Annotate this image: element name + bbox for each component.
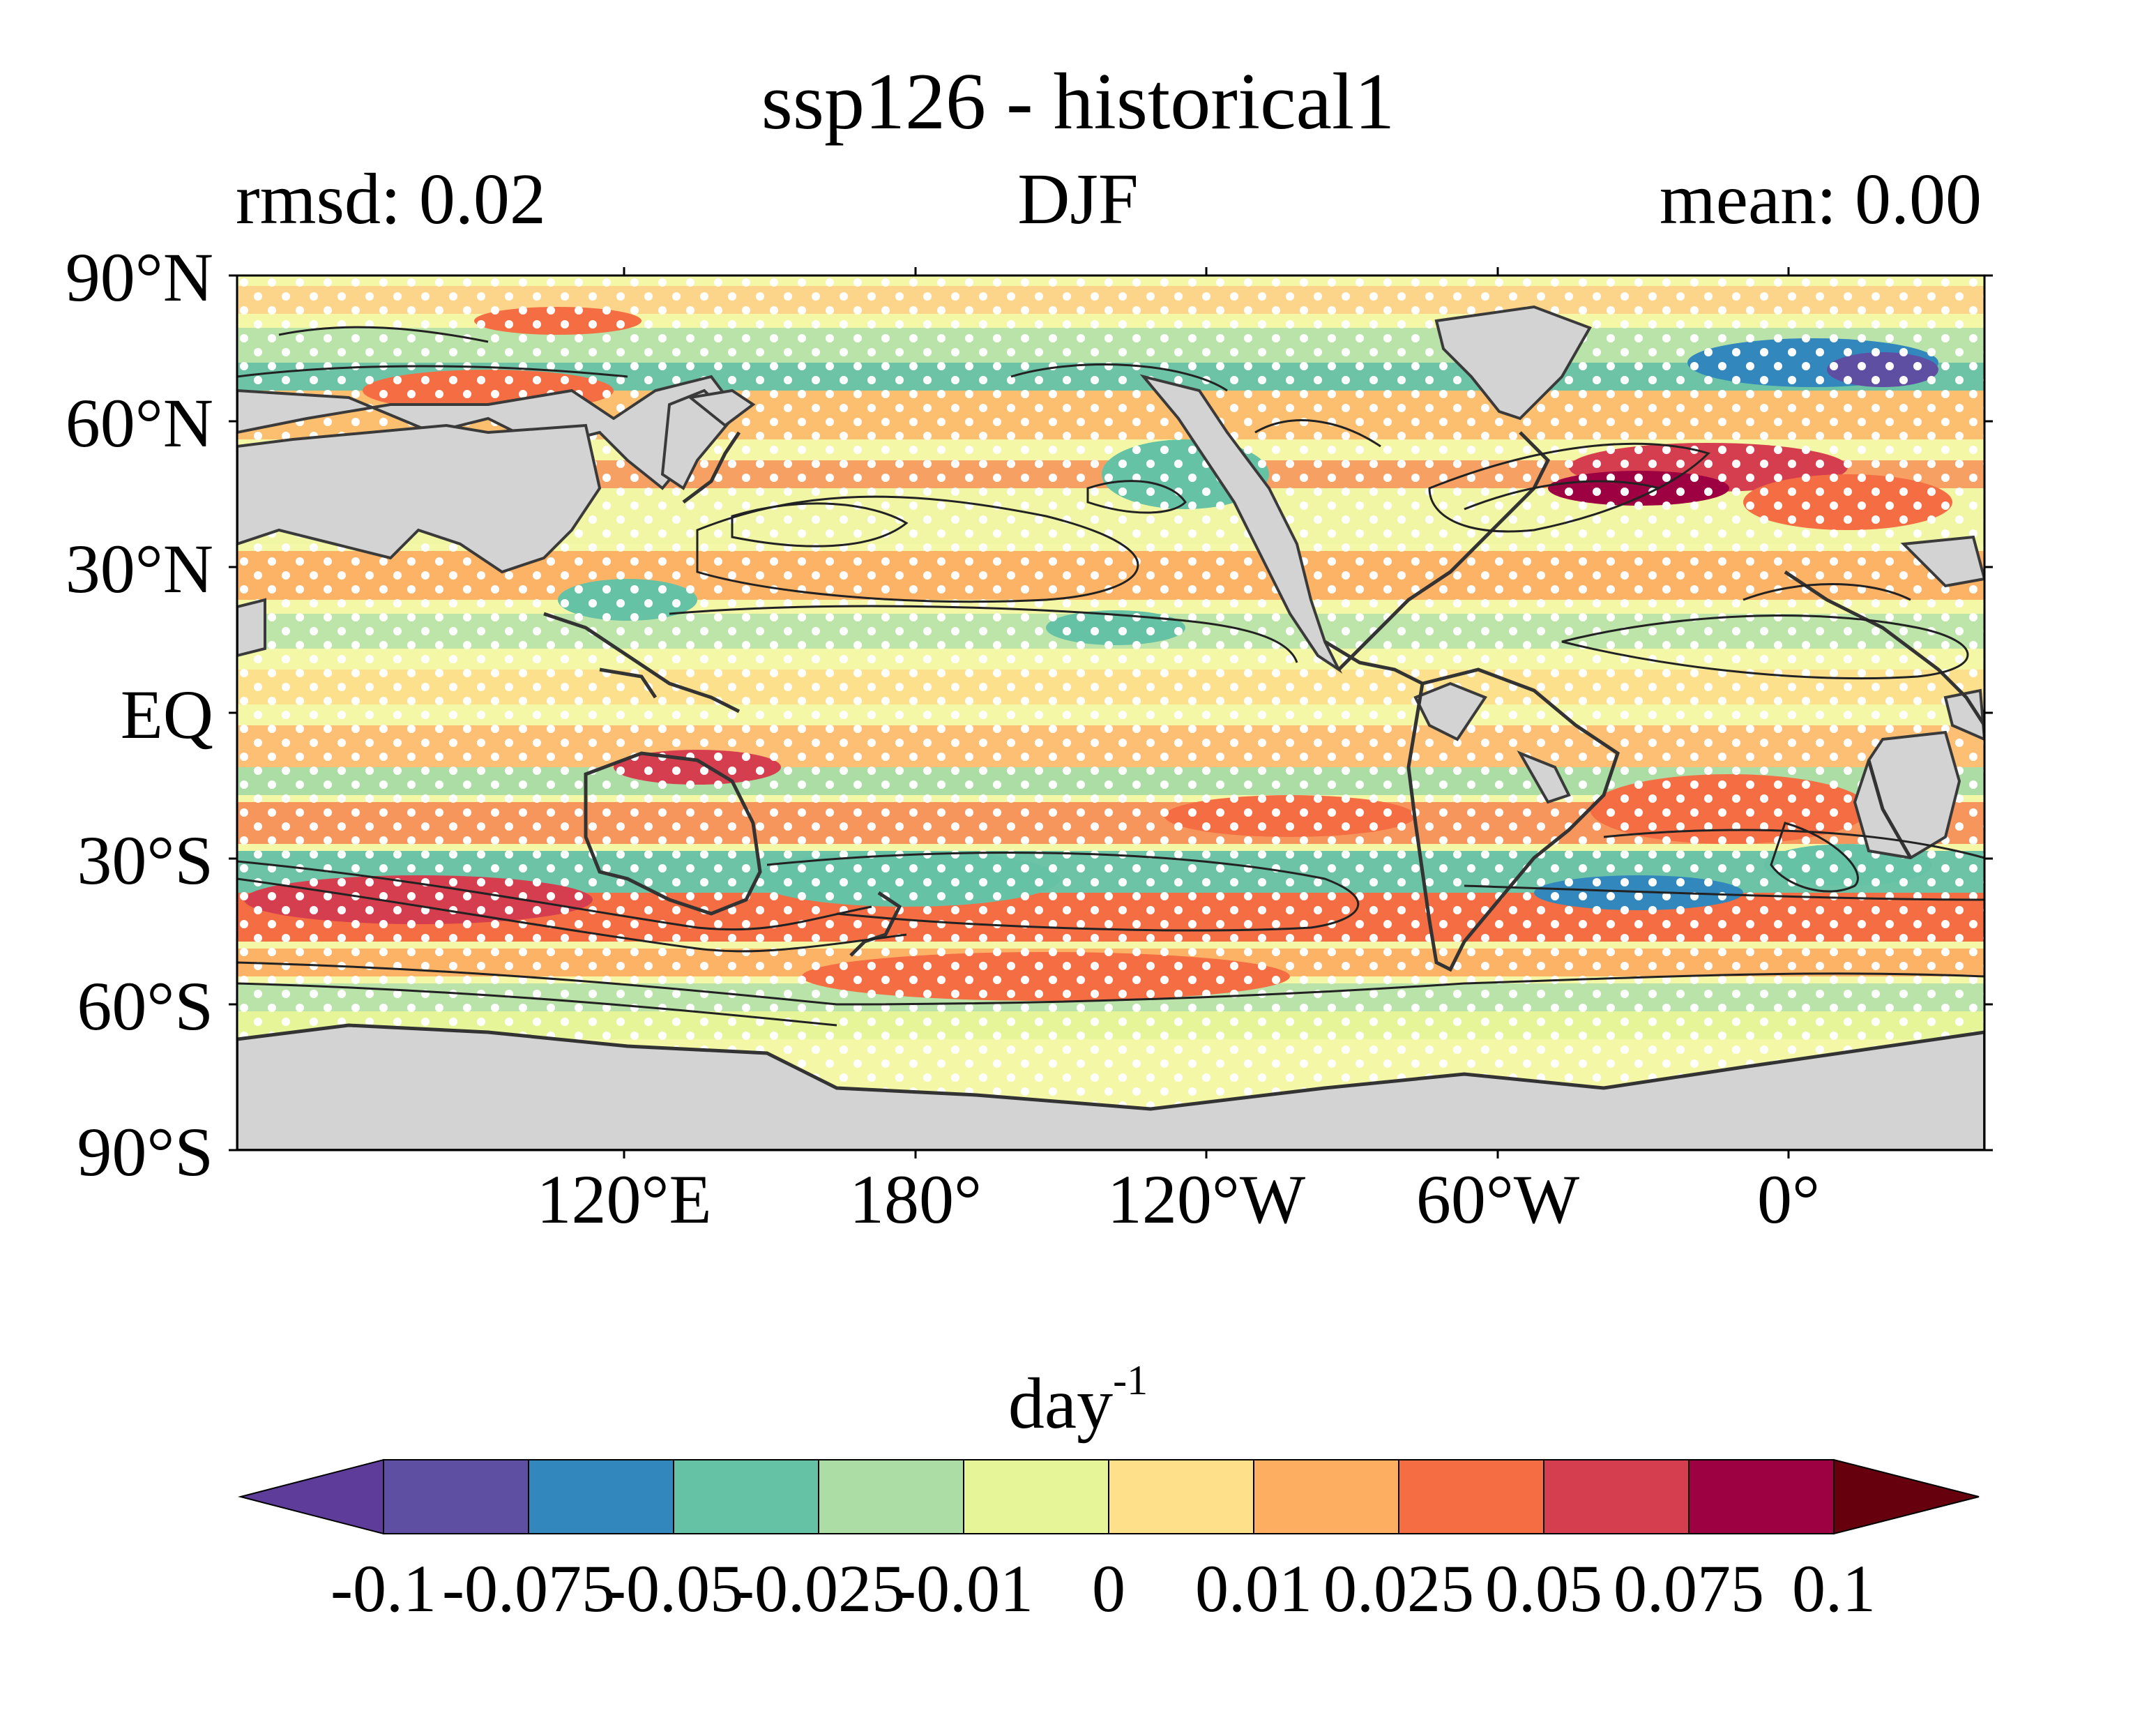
colorbar-under-extend xyxy=(238,1458,384,1535)
colorbar-segment xyxy=(1108,1459,1254,1534)
colorbar-tick-label: 0 xyxy=(1092,1551,1125,1626)
colorbar-tick-label: -0.01 xyxy=(894,1551,1033,1626)
colorbar-unit-base: day xyxy=(1008,1364,1114,1444)
y-tick-label: EQ xyxy=(120,676,213,753)
y-tick-label: 30°S xyxy=(77,822,213,899)
rmsd-label: rmsd: 0.02 xyxy=(236,159,546,239)
x-tick-label: 120°E xyxy=(536,1161,712,1238)
colorbar-over-extend xyxy=(1833,1458,1980,1535)
colorbar-segment xyxy=(528,1459,674,1534)
axis-ticks xyxy=(229,267,1993,1158)
colorbar-tick-label: 0.05 xyxy=(1485,1551,1602,1626)
colorbar-segment xyxy=(1253,1459,1399,1534)
mean-label: mean: 0.00 xyxy=(1659,159,1982,239)
colorbar-tick-label: -0.05 xyxy=(604,1551,743,1626)
x-tick-label: 60°W xyxy=(1415,1161,1580,1238)
colorbar-unit-exponent: -1 xyxy=(1113,1357,1148,1403)
colorbar-segment xyxy=(673,1459,819,1534)
map-title: ssp126 - historical1 xyxy=(761,57,1395,146)
map-field xyxy=(237,275,1984,1150)
colorbar-segment xyxy=(1398,1459,1544,1534)
y-tick-label: 60°S xyxy=(77,967,213,1045)
season-label: DJF xyxy=(1017,159,1139,239)
colorbar-tick-label: 0.025 xyxy=(1323,1551,1474,1626)
colorbar-tick-label: 0.1 xyxy=(1792,1551,1876,1626)
colorbar-tick-label: -0.075 xyxy=(442,1551,615,1626)
colorbar-segment xyxy=(818,1459,964,1534)
y-tick-label: 90°N xyxy=(65,239,213,316)
colorbar-tick-label: -0.1 xyxy=(331,1551,436,1626)
y-tick-label: 30°N xyxy=(65,530,213,607)
colorbar-segment xyxy=(1543,1459,1690,1534)
colorbar-segment xyxy=(1688,1459,1835,1534)
x-tick-label: 120°W xyxy=(1107,1161,1306,1238)
colorbar-segment xyxy=(963,1459,1109,1534)
y-tick-label: 60°N xyxy=(65,384,213,462)
colorbar xyxy=(238,1458,1980,1535)
colorbar-tick-label: 0.075 xyxy=(1614,1551,1764,1626)
colorbar-unit: day-1 xyxy=(0,1357,2156,1445)
x-tick-label: 180° xyxy=(849,1161,982,1238)
colorbar-tick-label: -0.025 xyxy=(732,1551,905,1626)
colorbar-tick-label: 0.01 xyxy=(1195,1551,1312,1626)
x-tick-label: 0° xyxy=(1757,1161,1820,1238)
y-tick-label: 90°S xyxy=(77,1113,213,1191)
colorbar-segment xyxy=(383,1459,529,1534)
